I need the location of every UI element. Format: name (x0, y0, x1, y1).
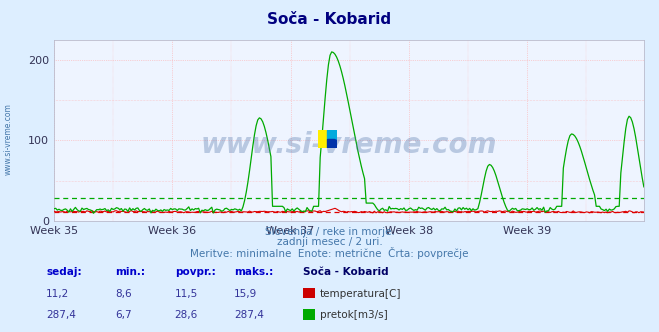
Text: Meritve: minimalne  Enote: metrične  Črta: povprečje: Meritve: minimalne Enote: metrične Črta:… (190, 247, 469, 259)
Text: Soča - Kobarid: Soča - Kobarid (303, 267, 389, 277)
Text: 11,5: 11,5 (175, 289, 198, 299)
Text: www.si-vreme.com: www.si-vreme.com (201, 131, 497, 159)
Text: 15,9: 15,9 (234, 289, 257, 299)
Text: povpr.:: povpr.: (175, 267, 215, 277)
Bar (318, 130, 328, 148)
Text: zadnji mesec / 2 uri.: zadnji mesec / 2 uri. (277, 237, 382, 247)
Text: 287,4: 287,4 (46, 310, 76, 320)
Text: temperatura[C]: temperatura[C] (320, 289, 401, 299)
Text: 287,4: 287,4 (234, 310, 264, 320)
Text: 8,6: 8,6 (115, 289, 132, 299)
Text: www.si-vreme.com: www.si-vreme.com (3, 104, 13, 175)
Text: pretok[m3/s]: pretok[m3/s] (320, 310, 387, 320)
Text: min.:: min.: (115, 267, 146, 277)
Text: Soča - Kobarid: Soča - Kobarid (268, 12, 391, 27)
Text: 28,6: 28,6 (175, 310, 198, 320)
Bar (328, 130, 337, 139)
Polygon shape (328, 130, 337, 139)
Text: Slovenija / reke in morje.: Slovenija / reke in morje. (264, 227, 395, 237)
Text: maks.:: maks.: (234, 267, 273, 277)
Text: 6,7: 6,7 (115, 310, 132, 320)
Text: 11,2: 11,2 (46, 289, 69, 299)
Text: sedaj:: sedaj: (46, 267, 82, 277)
Bar (328, 139, 337, 148)
